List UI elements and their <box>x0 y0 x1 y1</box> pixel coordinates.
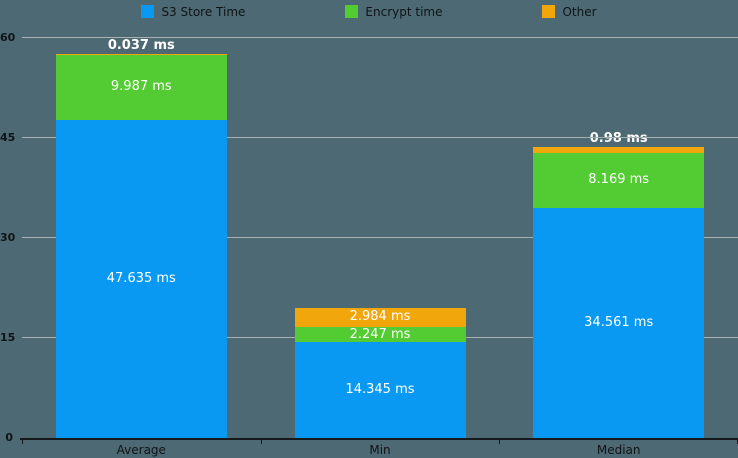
y-axis-tick-label: 30 <box>0 231 16 244</box>
bar-segment-min-other[interactable] <box>294 307 466 328</box>
segment-value-label: 34.561 ms <box>584 314 654 330</box>
segment-value-label: 8.169 ms <box>588 172 650 188</box>
bar-segment-median-other[interactable] <box>533 146 705 154</box>
bar-segment-median-encrypt-time[interactable] <box>533 153 705 208</box>
legend-swatch-other <box>542 5 556 18</box>
bar-min: 14.345 ms 2.247 ms 2.984 ms <box>294 307 466 438</box>
x-axis-category-label: Average <box>116 443 166 457</box>
x-axis-tick <box>22 440 23 444</box>
gridline-45 <box>22 137 738 138</box>
bar-segment-median-s3-store-time[interactable] <box>533 207 705 438</box>
segment-value-label: 47.635 ms <box>106 271 176 287</box>
legend-swatch-encrypt-time <box>345 5 359 18</box>
x-axis-category-label: Median <box>596 443 641 457</box>
legend-label: Other <box>562 4 597 19</box>
legend-swatch-s3-store-time <box>141 5 155 18</box>
x-axis-category-label: Min <box>369 443 391 457</box>
segment-value-label: 9.987 ms <box>110 79 172 95</box>
x-axis-tick <box>499 440 501 444</box>
gridline-60 <box>22 37 738 38</box>
bar-median: 34.561 ms 8.169 ms <box>533 146 705 438</box>
y-axis-tick-label: 45 <box>0 131 16 144</box>
bar-segment-average-s3-store-time[interactable] <box>55 120 227 438</box>
y-axis-tick-label: 60 <box>0 31 16 44</box>
bar-segment-average-encrypt-time[interactable] <box>55 53 227 121</box>
legend-item-other[interactable]: Other <box>542 4 597 19</box>
legend: S3 Store Time Encrypt time Other <box>0 4 738 19</box>
bar-segment-min-encrypt-time[interactable] <box>294 327 466 343</box>
segment-value-label-above: 0.037 ms <box>107 37 175 53</box>
legend-label: Encrypt time <box>365 4 443 19</box>
x-axis-tick <box>260 440 262 444</box>
segment-value-label: 2.247 ms <box>349 326 411 342</box>
segment-value-label-above: 0.98 ms <box>589 130 648 146</box>
legend-label: S3 Store Time <box>161 4 246 19</box>
segment-value-label: 14.345 ms <box>345 382 415 398</box>
x-axis-line <box>20 438 738 440</box>
y-axis-tick-label: 0 <box>5 431 13 444</box>
segment-value-label: 2.984 ms <box>349 309 411 325</box>
y-axis-tick-label: 15 <box>0 331 16 344</box>
bar-segment-min-s3-store-time[interactable] <box>294 342 466 438</box>
bar-average: 47.635 ms 9.987 ms <box>55 53 227 438</box>
gridline-30 <box>22 237 738 238</box>
legend-item-s3-store-time[interactable]: S3 Store Time <box>141 5 245 19</box>
legend-item-encrypt-time[interactable]: Encrypt time <box>345 5 442 19</box>
